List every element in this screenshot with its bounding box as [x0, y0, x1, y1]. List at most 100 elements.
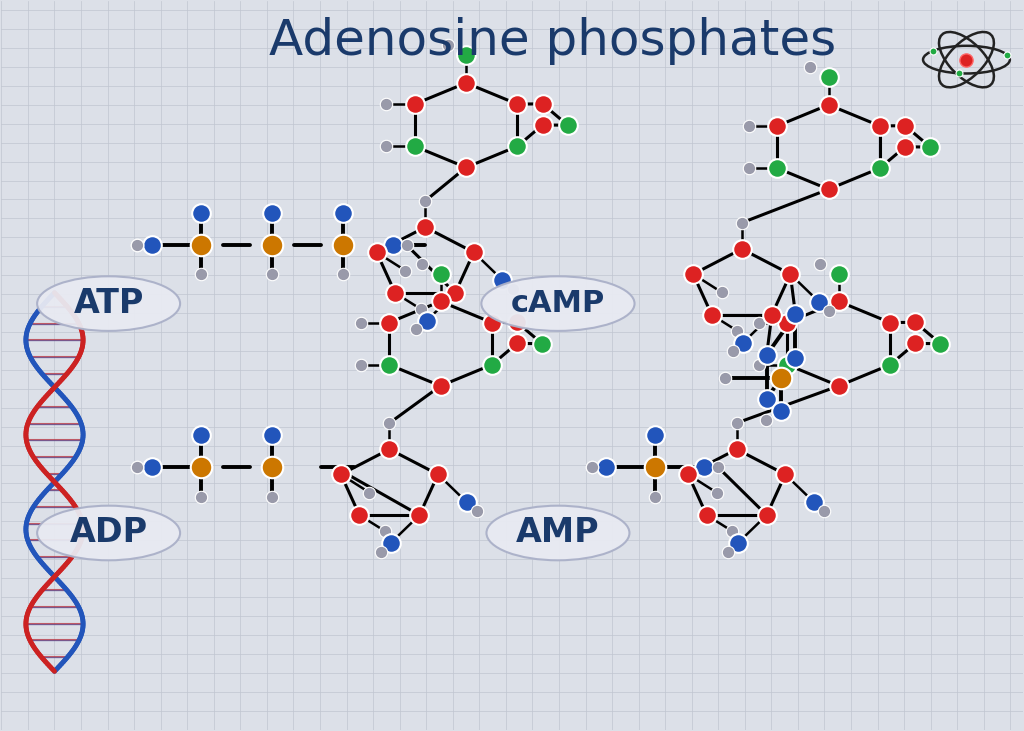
- Point: [647, 429, 664, 441]
- Point: [830, 268, 847, 279]
- Point: [773, 372, 790, 384]
- Point: [264, 207, 281, 219]
- Point: [764, 309, 780, 321]
- Point: [710, 461, 726, 473]
- Point: [729, 325, 745, 337]
- Point: [129, 240, 145, 251]
- Point: [535, 98, 551, 110]
- Point: [724, 526, 740, 537]
- Point: [459, 496, 475, 508]
- Point: [703, 309, 720, 321]
- Point: [830, 380, 847, 392]
- Point: [740, 162, 757, 174]
- Point: [820, 72, 837, 83]
- Point: [751, 317, 767, 328]
- Point: [193, 461, 209, 473]
- Point: [728, 444, 744, 455]
- Point: [335, 207, 351, 219]
- Point: [559, 119, 575, 131]
- Point: [820, 99, 837, 110]
- Point: [821, 305, 838, 317]
- Point: [373, 545, 389, 557]
- Point: [384, 240, 400, 251]
- Point: [381, 317, 397, 328]
- Point: [925, 45, 941, 56]
- Point: [432, 380, 449, 392]
- Point: [430, 469, 446, 480]
- Point: [369, 246, 385, 258]
- Point: [193, 207, 209, 219]
- Point: [698, 510, 715, 521]
- Point: [483, 359, 500, 371]
- Point: [129, 461, 145, 473]
- Point: [769, 162, 785, 174]
- Point: [264, 240, 281, 251]
- Point: [509, 98, 525, 110]
- Point: [335, 268, 351, 280]
- Point: [759, 510, 775, 521]
- Point: [432, 268, 449, 279]
- Point: [414, 258, 430, 270]
- Point: [720, 545, 736, 557]
- Point: [413, 303, 429, 315]
- Ellipse shape: [486, 506, 630, 560]
- Point: [680, 469, 696, 480]
- Point: [417, 195, 433, 207]
- Text: ATP: ATP: [74, 287, 143, 320]
- Point: [584, 461, 600, 473]
- Point: [733, 217, 750, 229]
- Point: [802, 61, 818, 73]
- Point: [193, 491, 209, 502]
- Point: [407, 140, 423, 152]
- Point: [950, 67, 967, 79]
- Point: [409, 324, 425, 336]
- Point: [907, 338, 924, 349]
- Point: [647, 461, 664, 473]
- Point: [816, 505, 833, 517]
- Ellipse shape: [481, 276, 635, 331]
- Point: [378, 98, 394, 110]
- Ellipse shape: [37, 276, 180, 331]
- Point: [806, 496, 822, 508]
- Point: [598, 461, 614, 473]
- Point: [417, 221, 433, 233]
- Point: [361, 487, 378, 499]
- Point: [432, 295, 449, 307]
- Point: [447, 287, 464, 299]
- Point: [779, 359, 796, 371]
- Point: [439, 39, 456, 51]
- Point: [264, 268, 281, 280]
- Point: [584, 461, 600, 473]
- Point: [509, 338, 525, 349]
- Point: [419, 315, 435, 327]
- Point: [495, 274, 511, 286]
- Point: [730, 537, 746, 549]
- Point: [922, 141, 938, 153]
- Text: ADP: ADP: [70, 517, 147, 550]
- Point: [787, 308, 804, 320]
- Point: [264, 429, 281, 441]
- Point: [509, 140, 525, 152]
- Point: [505, 283, 521, 295]
- Text: Adenosine phosphates: Adenosine phosphates: [269, 18, 837, 66]
- Point: [143, 240, 160, 251]
- Point: [782, 268, 799, 280]
- Point: [999, 49, 1016, 61]
- Point: [412, 510, 428, 521]
- Text: cAMP: cAMP: [511, 289, 605, 318]
- Text: AMP: AMP: [516, 517, 600, 550]
- Point: [387, 287, 403, 299]
- Point: [378, 140, 394, 152]
- Point: [958, 54, 975, 66]
- Point: [759, 349, 775, 361]
- Point: [779, 317, 796, 328]
- Point: [709, 487, 725, 499]
- Point: [381, 359, 397, 371]
- Point: [882, 359, 898, 371]
- Point: [381, 444, 397, 455]
- Point: [820, 183, 837, 195]
- Point: [458, 77, 474, 88]
- Point: [381, 417, 397, 429]
- Point: [751, 359, 767, 371]
- Point: [535, 119, 551, 131]
